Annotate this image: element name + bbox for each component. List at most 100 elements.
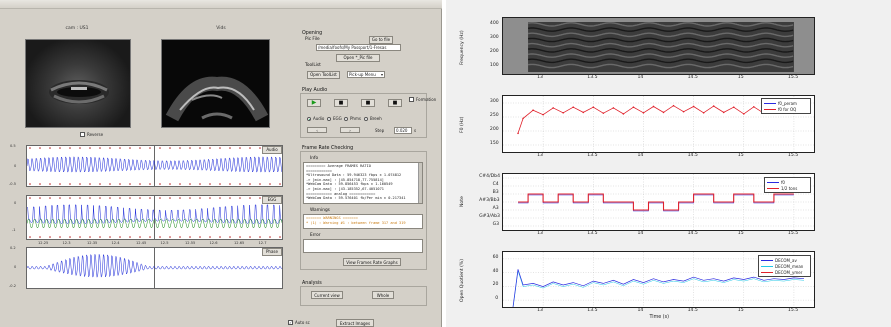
go-to-file-button[interactable]: Go to file [369, 36, 393, 44]
play-button[interactable]: ▶ [307, 99, 321, 107]
step-forward-button[interactable]: › [340, 127, 360, 133]
frame-marker [79, 236, 81, 238]
phms-radio[interactable] [344, 117, 348, 121]
warnings-log[interactable]: ======= WARNINGS ======= * (1) : Warning… [303, 214, 423, 229]
frame-marker [259, 183, 261, 185]
audio-radio[interactable] [307, 117, 311, 121]
frame-marker [129, 183, 131, 185]
frame-marker [29, 236, 31, 238]
frame-marker [209, 147, 211, 149]
frame-marker [179, 236, 181, 238]
extract-images-button[interactable]: Extract Images [336, 319, 374, 327]
frame-marker [189, 236, 191, 238]
phms-radio-label: Phms [350, 116, 361, 121]
frame-marker [49, 147, 51, 149]
frame-marker [139, 236, 141, 238]
y-tick-label: C#4/Db4 [479, 174, 500, 179]
open-pic-file-button[interactable]: Open *_Pic file [336, 54, 380, 62]
x-tick-label: 13.5 [587, 75, 598, 80]
info-line: -> [min-max] : [45.854718,77.755814] [306, 177, 384, 182]
pic-file-label: Pic File [305, 37, 320, 42]
egg-radio[interactable] [327, 117, 331, 121]
x-tick-label: 13 [537, 75, 543, 80]
egg-waveform-plot[interactable] [26, 195, 283, 240]
audio-waveform-plot[interactable] [26, 145, 283, 187]
frame-marker [219, 147, 221, 149]
info-line: *Ultrasound Data : 59.946323 fbps ± 1.07… [306, 173, 402, 178]
legend-label: 1/2 tons [781, 185, 798, 191]
stop-egg-button[interactable]: ■ [361, 99, 375, 107]
ultrasound-video-view[interactable] [161, 39, 270, 128]
stop-audio-button[interactable]: ■ [334, 99, 348, 107]
frame-marker [129, 236, 131, 238]
frame-marker [59, 183, 61, 185]
data-point [612, 107, 615, 109]
info-log[interactable]: ========= Average FRAMES RATIO =========… [303, 162, 423, 204]
data-point [572, 106, 575, 108]
view-frames-rate-graphs-button[interactable]: View Frames Rate Graphs [343, 258, 401, 266]
audio-panel-button[interactable]: Audio [262, 146, 282, 154]
x-tick-label: 13 [537, 308, 543, 313]
frame-marker [199, 147, 201, 149]
frame-marker [219, 197, 221, 199]
series-line-semitones [518, 193, 794, 211]
harmonic-band [528, 22, 794, 27]
frame-marker [119, 236, 121, 238]
step-back-button[interactable]: ‹ [307, 127, 327, 133]
spectrogram-image [503, 18, 814, 74]
plot-area [503, 174, 814, 230]
y-tick-label: 0 [495, 296, 499, 302]
info-line: ========= Average FRAMES RATIO [306, 164, 371, 168]
lip-image [49, 80, 109, 104]
plot-area [503, 18, 814, 74]
stop-all-button[interactable]: ■ [388, 99, 402, 107]
y-axis-label: Note [460, 195, 465, 207]
note-axes[interactable] [502, 173, 815, 231]
analysis-frame [300, 286, 427, 306]
analysis-app-window: cam : US1 Vids Reverse Audio 0.5 0 -0.5 … [0, 0, 442, 327]
phase-waveform-plot[interactable] [26, 247, 283, 289]
play-audio-section-title: Play Audio [302, 88, 328, 93]
x-tick-label: 15.5 [787, 153, 799, 158]
frame-marker [199, 236, 201, 238]
analysis-figure: 13 13.5 14 14.5 15 15.5 400 300 200 100 Frequency … [446, 0, 891, 327]
auto-scale-checkbox[interactable]: ✓ [288, 320, 293, 325]
frame-marker [79, 183, 81, 185]
error-log[interactable] [303, 239, 423, 253]
legend-label: DECOM_ymer [775, 269, 803, 275]
frame-marker [239, 236, 241, 238]
auto-scale-label: Auto sc [295, 320, 310, 325]
frame-marker [79, 147, 81, 149]
frame-marker [189, 197, 191, 199]
egg-ytick: 0 [14, 201, 17, 205]
lip-video-view[interactable] [25, 39, 131, 128]
reverse-checkbox[interactable] [80, 132, 85, 137]
x-tick-label: 14.5 [687, 308, 698, 313]
spectrogram-axes[interactable] [502, 17, 815, 75]
audio-radio-label: Audio [313, 116, 325, 121]
step-input[interactable]: 0.020 [394, 127, 412, 134]
current-view-button[interactable]: Current view [311, 291, 343, 299]
pic-file-path-field[interactable]: /media/foofs/My Passport/1-Fresas [316, 44, 401, 51]
info-scrollbar[interactable] [418, 163, 422, 203]
frame-marker [89, 183, 91, 185]
breeh-radio[interactable] [364, 117, 368, 121]
whole-button[interactable]: Whole [372, 291, 394, 299]
time-tick-label: 12.7 [258, 241, 267, 245]
series-line-decom-mean [512, 270, 805, 307]
x-tick-label: 14 [637, 75, 644, 80]
frame-marker [89, 236, 91, 238]
open-toollist-button[interactable]: Open ToolList [307, 71, 340, 79]
formation-checkbox[interactable] [409, 97, 414, 102]
frame-marker [229, 236, 231, 238]
frame-marker [149, 183, 151, 185]
y-tick-label: 40 [492, 268, 499, 274]
phase-panel-button[interactable]: Phase [262, 248, 282, 256]
phase-ytick: -0.2 [9, 284, 17, 288]
egg-panel-button[interactable]: EGG [262, 196, 282, 204]
data-point [662, 111, 665, 114]
toollist-popup[interactable]: Pick-up Menu ▾ [347, 71, 385, 78]
x-tick-label: 15.5 [787, 308, 799, 313]
info-line: *WebCam Data : 59.576401 fb/Per min ± 0.… [306, 196, 406, 201]
open-quotient-axes[interactable] [502, 251, 815, 308]
